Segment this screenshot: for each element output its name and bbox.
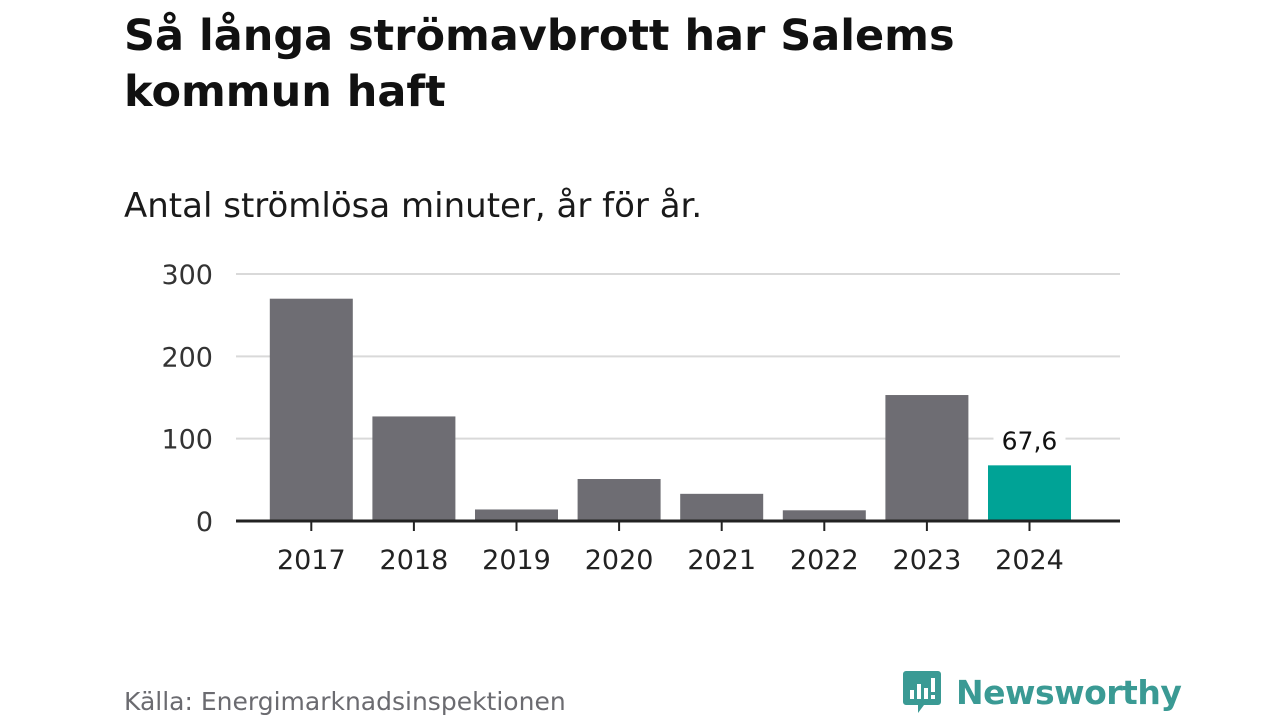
data-labels: 67,6 [993,423,1066,456]
data-label: 67,6 [1002,426,1058,455]
source-note: Källa: Energimarknadsinspektionen [124,687,566,716]
logo-text: Newsworthy [956,672,1182,712]
x-tick-label: 2018 [380,545,449,576]
x-tick-label: 2022 [790,545,859,576]
bar-2018 [372,416,456,521]
newsworthy-logo: Newsworthy [902,668,1182,716]
chart-subtitle: Antal strömlösa minuter, år för år. [124,186,703,226]
bar-2023 [885,395,969,521]
y-tick-label: 300 [161,260,213,291]
y-tick-label: 200 [161,342,213,373]
bar-2022 [782,510,866,521]
bar-2019 [475,509,558,521]
x-tick-label: 2024 [995,545,1064,576]
x-tick-label: 2021 [687,545,756,576]
x-tick-label: 2019 [482,545,551,576]
bars [269,298,1071,521]
bar-2017 [269,298,353,521]
bar-2024 [988,465,1071,521]
chart-title: Så långa strömavbrott har Salems kommun … [124,11,955,117]
y-tick-label: 100 [161,425,213,456]
x-tick-label: 2017 [277,545,346,576]
x-axis-ticks: 2017 2018 2019 2020 2021 2022 2023 2024 [277,521,1064,576]
data-label-background [993,423,1066,456]
newsworthy-logo-icon [903,671,941,713]
x-tick-label: 2020 [585,545,654,576]
y-tick-label: 0 [196,507,213,538]
x-tick-label: 2023 [893,545,962,576]
y-axis-ticks: 0 100 200 300 [161,260,213,538]
bar-2020 [577,479,661,521]
gridlines [236,273,1120,440]
bar-2021 [680,493,764,521]
